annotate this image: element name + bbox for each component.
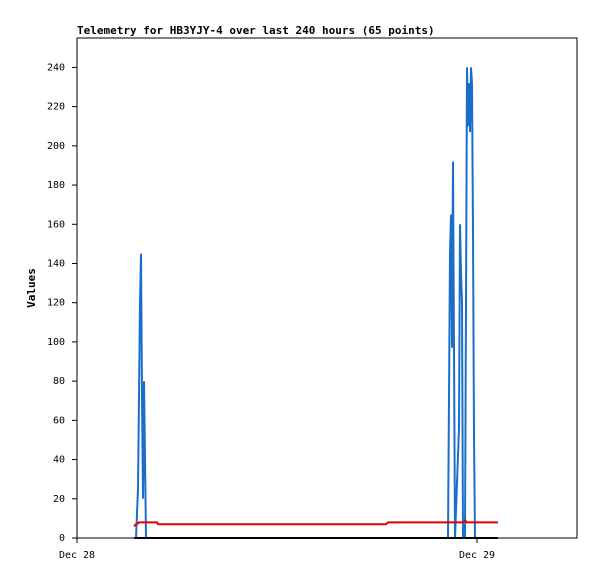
y-tick-label: 180: [47, 180, 65, 191]
y-tick-label: 40: [53, 455, 65, 466]
y-tick-label: 220: [47, 102, 65, 113]
series-line: [134, 67, 498, 539]
series-line: [133, 518, 498, 527]
chart-title: Telemetry for HB3YJY-4 over last 240 hou…: [77, 24, 435, 37]
y-tick-label: 80: [53, 376, 65, 387]
y-axis-label: Values: [25, 268, 38, 308]
y-tick-label: 200: [47, 141, 65, 152]
y-tick-label: 120: [47, 298, 65, 309]
y-tick-label: 160: [47, 219, 65, 230]
y-tick-label: 60: [53, 415, 65, 426]
y-tick-label: 20: [53, 494, 65, 505]
y-tick-label: 0: [59, 533, 65, 544]
x-tick-label: Dec 29: [459, 550, 495, 561]
y-tick-label: 100: [47, 337, 65, 348]
y-tick-label: 240: [47, 62, 65, 73]
y-tick-label: 140: [47, 258, 65, 269]
x-tick-label: Dec 28: [59, 550, 95, 561]
